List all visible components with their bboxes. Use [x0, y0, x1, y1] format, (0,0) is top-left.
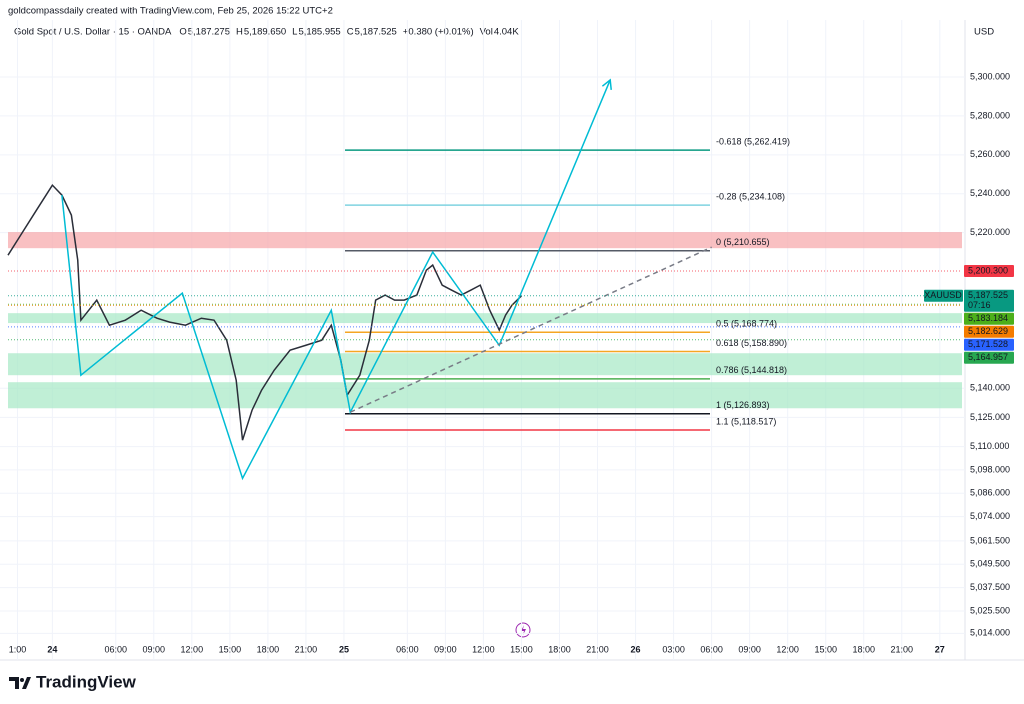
legend-value: 5,189.650 [244, 27, 286, 38]
brand: TradingView [36, 672, 137, 691]
y-tick-label: 5,110.000 [970, 441, 1009, 451]
legend-key: H [236, 27, 243, 38]
x-tick-label: 18:00 [548, 644, 571, 654]
y-tick-label: 5,025.500 [970, 605, 1010, 615]
x-tick-label: 15:00 [219, 644, 242, 654]
y-tick-label: 5,049.500 [970, 559, 1010, 569]
zone [8, 313, 962, 324]
y-tick-label: 5,014.000 [970, 628, 1010, 638]
countdown: 07:16 [968, 300, 991, 310]
x-tick-label: 27 [935, 644, 945, 654]
fib-label: -0.618 (5,262.419) [716, 136, 790, 146]
x-tick-label: 18:00 [257, 644, 280, 654]
legend: Gold Spot / U.S. Dollar · 15 · OANDA O 5,… [14, 27, 519, 38]
x-tick-label: 03:00 [662, 644, 685, 654]
y-tick-label: 5,240.000 [970, 188, 1010, 198]
price-label: 5,183.184 [968, 313, 1008, 323]
price-label-box [964, 312, 1014, 325]
y-tick-label: 5,086.000 [970, 488, 1010, 498]
legend-key: C [347, 27, 354, 38]
price-label-box [964, 351, 1014, 364]
x-tick-label: 1:00 [9, 644, 27, 654]
price-label-box [964, 289, 1014, 312]
x-tick-label: 12:00 [472, 644, 495, 654]
legend-key: Vol [480, 27, 493, 38]
x-tick-label: 21:00 [295, 644, 318, 654]
legend-key: O [179, 27, 186, 38]
x-tick-label: 21:00 [891, 644, 914, 654]
x-tick-label: 09:00 [738, 644, 761, 654]
x-tick-label: 12:00 [181, 644, 204, 654]
price-label: 5,187.525 [968, 290, 1008, 300]
x-tick-label: 09:00 [143, 644, 166, 654]
y-tick-label: 5,220.000 [970, 227, 1010, 237]
x-tick-label: 06:00 [104, 644, 127, 654]
y-tick-label: 5,074.000 [970, 511, 1010, 521]
y-tick-label: 5,300.000 [970, 71, 1010, 81]
fib-label: 0.786 (5,144.818) [716, 365, 787, 375]
legend-value: 5,185.955 [298, 27, 340, 38]
x-tick-label: 26 [631, 644, 641, 654]
price-label: 5,182.629 [968, 326, 1008, 336]
legend-value: 5,187.275 [188, 27, 230, 38]
zone [8, 382, 962, 409]
series-line [349, 246, 712, 413]
symbol-box [924, 289, 963, 302]
fib-label: 1.1 (5,118.517) [716, 416, 776, 426]
x-tick-label: 15:00 [510, 644, 533, 654]
x-tick-label: 21:00 [586, 644, 609, 654]
symbol: Gold Spot / U.S. Dollar · 15 · OANDA [14, 27, 172, 38]
legend-key: L [292, 27, 297, 38]
zone [8, 353, 962, 376]
legend-value: 4.04K [494, 27, 519, 38]
fib-label: -0.28 (5,234.108) [716, 192, 785, 202]
currency: USD [974, 27, 994, 38]
y-tick-label: 5,140.000 [970, 383, 1010, 393]
y-tick-label: 5,061.500 [970, 535, 1010, 545]
x-tick-label: 18:00 [852, 644, 875, 654]
replay-icon [515, 622, 531, 638]
x-tick-label: 15:00 [814, 644, 837, 654]
credit: goldcompassdaily created with TradingVie… [8, 6, 333, 17]
x-tick-label: 06:00 [700, 644, 723, 654]
y-tick-label: 5,098.000 [970, 464, 1010, 474]
legend-value: 5,187.525 [355, 27, 397, 38]
x-tick-label: 12:00 [776, 644, 799, 654]
series-line [7, 183, 522, 441]
x-tick-label: 24 [47, 644, 57, 654]
price-label: 5,200.300 [968, 265, 1008, 275]
x-tick-label: 06:00 [396, 644, 419, 654]
fib-label: 0.5 (5,168.774) [716, 319, 777, 329]
symbol-label: XAUUSD [924, 290, 962, 300]
price-label-box [964, 325, 1014, 338]
legend-value: +0.380 (+0.01%) [403, 27, 474, 38]
zone [8, 232, 962, 249]
y-tick-label: 5,260.000 [970, 149, 1010, 159]
price-label: 5,171.528 [968, 339, 1008, 349]
fib-label: 0 (5,210.655) [716, 237, 770, 247]
price-label-box [964, 338, 1014, 351]
series-line [61, 79, 611, 481]
fib-label: 1 (5,126.893) [716, 400, 770, 410]
y-tick-label: 5,280.000 [970, 110, 1010, 120]
arrow-head [601, 78, 612, 90]
price-label: 5,164.957 [968, 352, 1008, 362]
fib-label: 0.618 (5,158.890) [716, 338, 787, 348]
y-tick-label: 5,125.000 [970, 412, 1010, 422]
price-label-box [964, 264, 1014, 277]
logo [9, 677, 31, 689]
x-tick-label: 25 [339, 644, 349, 654]
x-tick-label: 09:00 [434, 644, 457, 654]
y-tick-label: 5,037.500 [970, 582, 1010, 592]
